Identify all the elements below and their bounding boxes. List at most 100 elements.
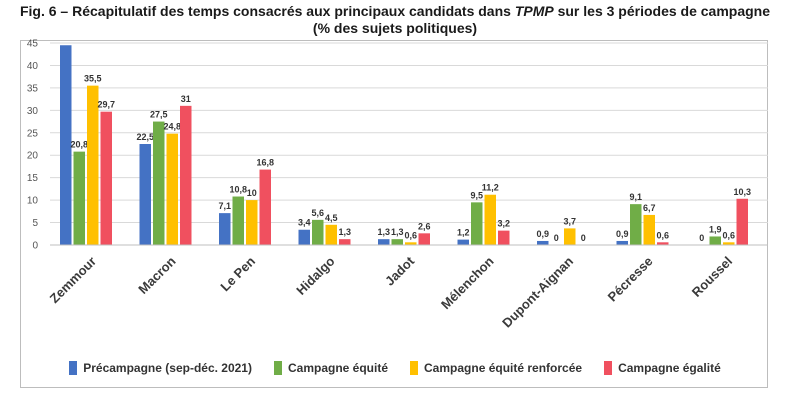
data-label: 10	[247, 188, 257, 198]
bar	[259, 169, 271, 245]
category-label: Dupont-Aignan	[499, 253, 576, 330]
data-label: 10,3	[733, 187, 751, 197]
data-label: 5,6	[311, 208, 324, 218]
title-italic-show: TPMP	[514, 3, 554, 19]
legend-label: Précampagne (sep-déc. 2021)	[83, 361, 252, 375]
title-text-end: sur les 3 périodes de campagne	[553, 3, 771, 19]
data-label: 16,8	[256, 158, 274, 168]
data-label: 6,7	[643, 203, 656, 213]
y-tick-label: 15	[27, 173, 39, 184]
bar	[723, 242, 735, 245]
y-tick-label: 0	[32, 241, 38, 252]
data-label: 20,8	[70, 140, 88, 150]
y-tick-label: 35	[27, 83, 39, 94]
category-label: Le Pen	[217, 253, 258, 294]
data-label: 11,2	[482, 183, 499, 193]
data-label: 7,1	[218, 201, 231, 211]
bar	[73, 151, 85, 245]
bar	[87, 85, 99, 246]
data-label: 1,3	[338, 227, 351, 237]
y-tick-label: 20	[27, 151, 39, 162]
y-tick-label: 25	[27, 128, 39, 139]
bar	[537, 240, 549, 245]
data-label: 24,8	[163, 122, 181, 132]
bar	[498, 230, 510, 245]
category-label: Jadot	[382, 253, 418, 289]
bar	[471, 202, 483, 245]
bar	[643, 214, 655, 245]
data-label: 29,7	[97, 100, 115, 110]
legend-item: Campagne équité renforcée	[410, 361, 582, 375]
y-tick-label: 5	[32, 218, 38, 229]
data-label: 1,9	[709, 224, 722, 234]
legend-item: Précampagne (sep-déc. 2021)	[69, 361, 252, 375]
y-tick-label: 45	[27, 39, 39, 50]
data-label: 0,9	[616, 229, 629, 239]
data-label: 22,5	[136, 132, 154, 142]
bar	[736, 198, 748, 245]
legend-label: Campagne équité renforcée	[424, 361, 583, 375]
bar	[630, 204, 642, 245]
data-label: 1,3	[377, 227, 390, 237]
bar	[564, 228, 576, 245]
legend-item: Campagne égalité	[604, 361, 721, 375]
data-label: 10,8	[229, 185, 247, 195]
bar	[484, 194, 496, 245]
data-label: 0,6	[404, 230, 417, 240]
bar	[100, 111, 112, 246]
bar	[418, 233, 430, 245]
category-label: Macron	[135, 253, 178, 296]
data-label: 9,1	[629, 192, 642, 202]
data-label: 0	[554, 233, 559, 243]
category-label: Roussel	[689, 254, 735, 300]
bar	[709, 236, 721, 245]
data-label: 9,5	[470, 190, 483, 200]
bar	[378, 239, 390, 245]
bar	[312, 219, 324, 245]
bar	[657, 242, 669, 245]
y-tick-label: 40	[27, 61, 39, 72]
data-label: 3,2	[497, 219, 510, 229]
data-label: 0,6	[656, 230, 669, 240]
category-label: Pécresse	[605, 254, 656, 305]
bar	[60, 45, 72, 245]
bar	[232, 196, 244, 245]
data-label: 3,7	[563, 216, 576, 226]
data-label: 0,9	[536, 229, 549, 239]
data-label: 31	[181, 94, 191, 104]
data-label: 0	[581, 233, 586, 243]
bar	[153, 121, 165, 245]
bar	[325, 224, 337, 245]
chart-title-line1: Fig. 6 – Récapitulatif des temps consacr…	[0, 3, 790, 20]
chart-title-line2: (% des sujets politiques)	[312, 20, 478, 36]
bar	[298, 229, 310, 245]
legend-swatch	[273, 361, 282, 375]
bar	[166, 133, 178, 245]
chart-legend: Précampagne (sep-déc. 2021) Campagne équi…	[0, 358, 790, 378]
category-label: Mélenchon	[438, 253, 497, 312]
title-text: Fig. 6 – Récapitulatif des temps consacr…	[19, 3, 515, 19]
data-label: 1,2	[457, 228, 470, 238]
data-label: 0	[699, 233, 704, 243]
bar	[339, 239, 351, 245]
data-label: 27,5	[150, 110, 168, 120]
legend-swatch	[604, 361, 613, 375]
bar	[246, 200, 258, 245]
legend-item: Campagne équité	[273, 361, 389, 375]
category-label: Hidalgo	[293, 253, 337, 297]
legend-swatch	[69, 361, 78, 375]
data-label: 0,6	[722, 230, 735, 240]
data-label: 3,4	[298, 218, 311, 228]
legend-label: Campagne équité	[287, 361, 389, 375]
category-label: Zemmour	[47, 254, 99, 306]
data-label: 4,5	[325, 213, 338, 223]
bar	[457, 239, 469, 245]
bar	[180, 105, 192, 245]
data-label: 1,3	[391, 227, 404, 237]
bar	[391, 239, 403, 245]
bar	[219, 213, 231, 245]
data-label: 2,6	[418, 221, 431, 231]
data-label: 35,5	[84, 74, 102, 84]
legend-label: Campagne égalité	[618, 361, 721, 375]
